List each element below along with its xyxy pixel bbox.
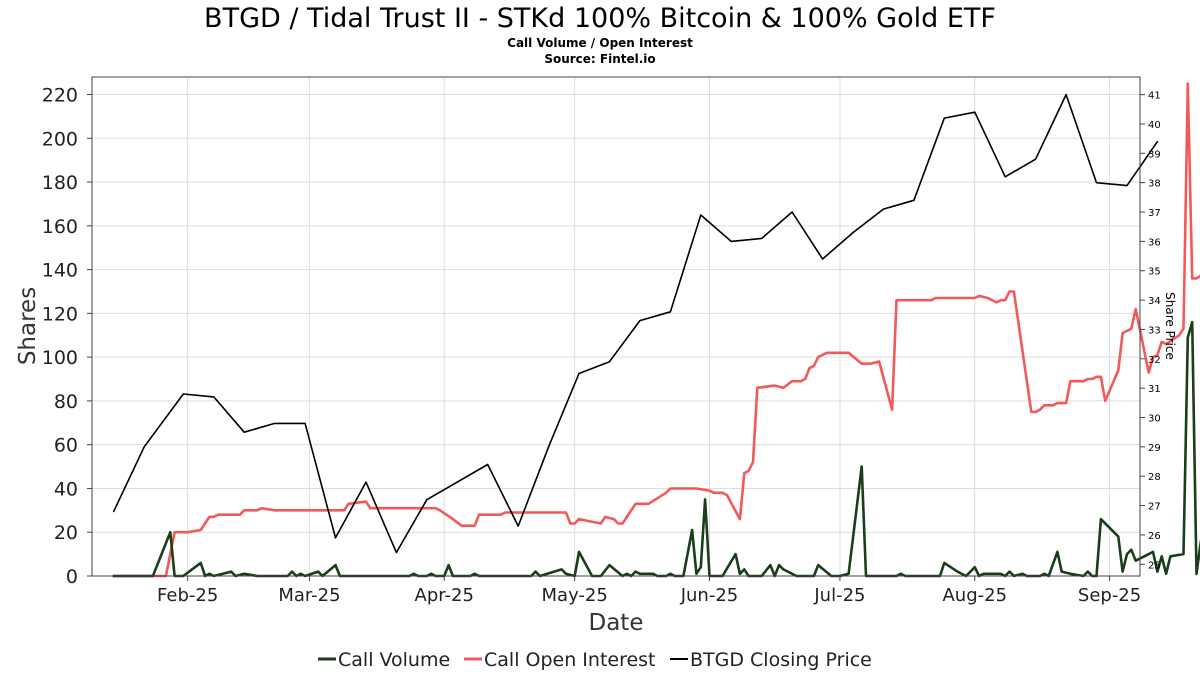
y-tick-label: 180 (42, 172, 78, 194)
y-axis-title: Shares (15, 287, 41, 365)
legend-label-call-volume: Call Volume (338, 649, 450, 671)
y2-tick-label: 36 (1148, 237, 1161, 248)
x-tick-label: Jun-25 (680, 585, 739, 606)
y-tick-label: 20 (54, 522, 78, 544)
y2-tick-label: 30 (1148, 413, 1161, 424)
y-tick-label: 80 (54, 391, 78, 413)
y2-tick-label: 26 (1148, 531, 1161, 542)
y2-tick-label: 40 (1148, 120, 1161, 131)
x-tick-label: Jul-25 (813, 585, 865, 606)
x-tick-label: Feb-25 (157, 585, 218, 606)
y2-tick-label: 32 (1148, 355, 1161, 366)
y-tick-label: 60 (54, 435, 78, 457)
legend-label-call-open-interest: Call Open Interest (484, 649, 656, 671)
y-tick-label: 120 (42, 303, 78, 325)
y-tick-label: 200 (42, 128, 78, 150)
series-layer (112, 82, 1200, 578)
y2-tick-label: 28 (1148, 472, 1161, 483)
y2-tick-label: 38 (1148, 179, 1161, 190)
x-axis-title: Date (589, 610, 644, 636)
y-tick-label: 0 (66, 566, 78, 588)
y-tick-label: 100 (42, 347, 78, 369)
x-tick-label: Apr-25 (415, 585, 474, 606)
y-axis-right: 25 26 27 28 29 30 31 32 33 34 35 36 37 38 39 40 41 (1140, 91, 1161, 571)
legend-label-closing-price: BTGD Closing Price (690, 649, 872, 671)
series-closing-price (112, 93, 1159, 554)
y2-tick-label: 29 (1148, 443, 1161, 454)
y-axis-left: 0 20 40 60 80 100 120 140 160 180 200 220 (42, 85, 92, 588)
grid (92, 77, 1140, 577)
y-tick-label: 160 (42, 216, 78, 238)
x-tick-label: May-25 (542, 585, 608, 606)
chart-source: Source: Fintel.io (544, 52, 656, 66)
y2-tick-label: 25 (1148, 560, 1161, 571)
x-axis: Feb-25 Mar-25 Apr-25 May-25 Jun-25 Jul-25 Aug-… (157, 576, 1141, 606)
plot-frame (91, 76, 1141, 577)
series-call-open-interest (112, 82, 1200, 578)
y2-axis-title: Share Price (1163, 292, 1177, 360)
legend: Call Volume Call Open Interest BTGD Clos… (318, 649, 872, 671)
y2-tick-label: 27 (1148, 502, 1161, 513)
x-tick-label: Sep-25 (1078, 585, 1141, 606)
x-tick-label: Aug-25 (942, 585, 1007, 606)
chart-subtitle: Call Volume / Open Interest (507, 36, 693, 50)
chart-title: BTGD / Tidal Trust II - STKd 100% Bitcoi… (204, 3, 996, 34)
y2-tick-label: 37 (1148, 208, 1161, 219)
y2-tick-label: 35 (1148, 267, 1161, 278)
y2-tick-label: 41 (1148, 91, 1161, 102)
x-tick-label: Mar-25 (278, 585, 340, 606)
y-tick-label: 220 (42, 85, 78, 107)
y2-tick-label: 31 (1148, 384, 1161, 395)
series-call-volume (112, 320, 1200, 578)
y2-tick-label: 39 (1148, 149, 1161, 160)
y2-tick-label: 33 (1148, 325, 1161, 336)
y-tick-label: 40 (54, 478, 78, 500)
y2-tick-label: 34 (1148, 296, 1161, 307)
y-tick-label: 140 (42, 260, 78, 282)
